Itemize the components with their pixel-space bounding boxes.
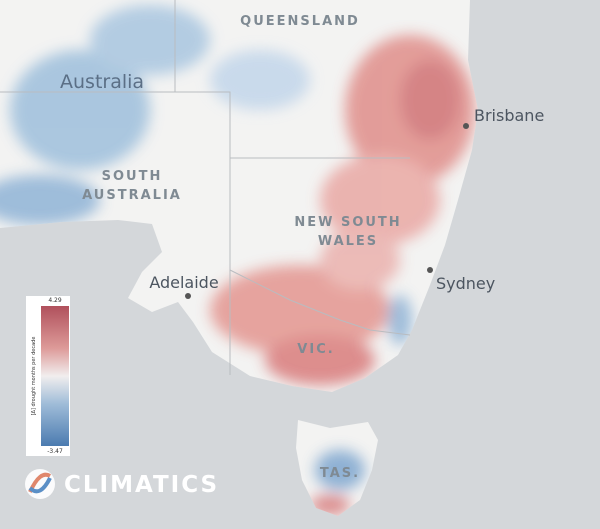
city-label: Sydney bbox=[436, 274, 495, 293]
legend-max: 4.29 bbox=[48, 297, 62, 304]
city-label: Adelaide bbox=[149, 273, 218, 292]
region-label: NEW SOUTH bbox=[294, 215, 401, 230]
region-label: SOUTH bbox=[102, 169, 163, 184]
region-label: WALES bbox=[318, 234, 378, 249]
drought-shading bbox=[0, 5, 475, 515]
legend-title: [Δ] drought months per decade bbox=[31, 337, 37, 416]
brand-name: CLIMATICS bbox=[64, 472, 219, 498]
legend-ramp bbox=[41, 306, 69, 446]
city-dot bbox=[427, 267, 433, 273]
city-dot bbox=[185, 293, 191, 299]
region-label: AUSTRALIA bbox=[82, 188, 182, 203]
legend-min: -3.47 bbox=[47, 448, 63, 455]
region-label: QUEENSLAND bbox=[240, 14, 360, 29]
borders bbox=[0, 0, 411, 375]
brand: CLIMATICS bbox=[25, 469, 219, 499]
brand-icon bbox=[25, 469, 55, 499]
city-dot bbox=[463, 123, 469, 129]
region-label: VIC. bbox=[297, 342, 334, 357]
country-label: Australia bbox=[60, 71, 144, 93]
legend: 4.29 -3.47 [Δ] drought months per decade bbox=[26, 296, 70, 456]
city-label: Brisbane bbox=[474, 106, 544, 125]
region-label: TAS. bbox=[320, 466, 360, 481]
labels: Australia QUEENSLAND SOUTH AUSTRALIA NEW SOU… bbox=[60, 14, 544, 481]
brand-icon-stroke bbox=[28, 477, 52, 494]
